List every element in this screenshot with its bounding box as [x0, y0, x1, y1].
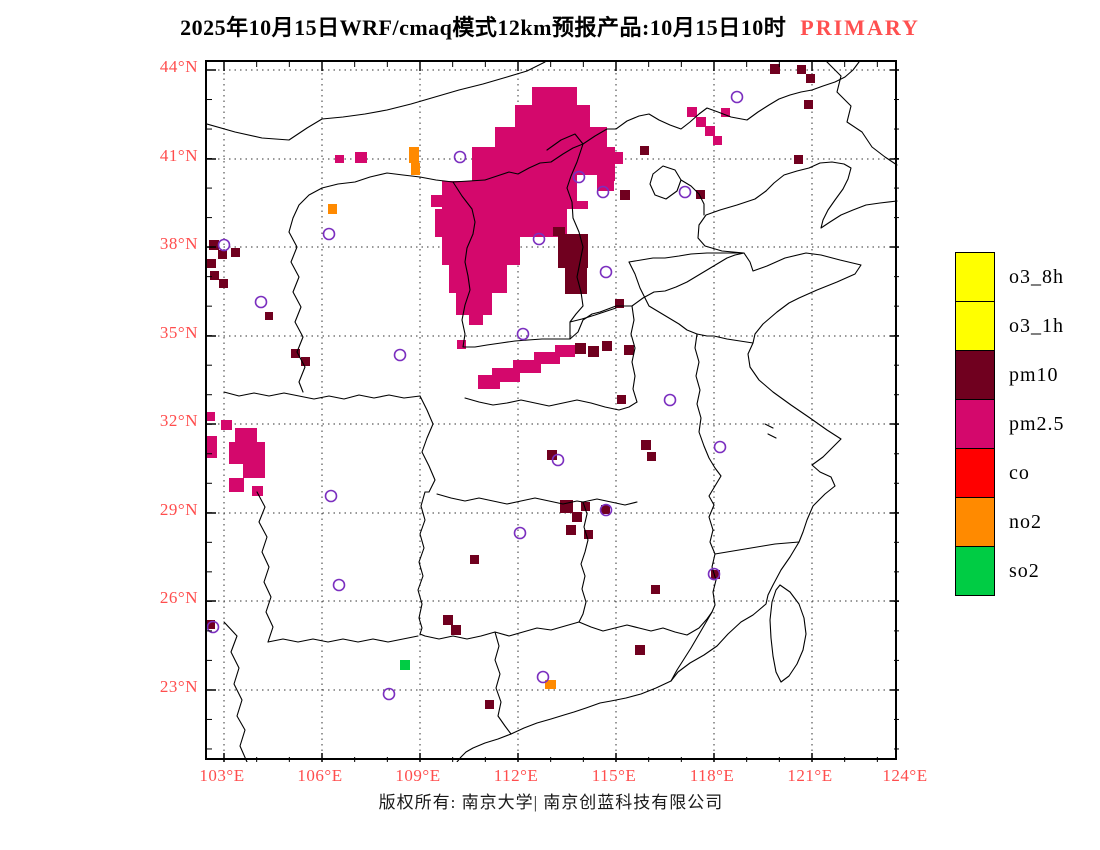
map-canvas	[207, 62, 899, 762]
border-anhui-jiangsu	[694, 333, 722, 506]
legend-swatch-pm25	[955, 399, 995, 449]
legend-row-co: co	[955, 448, 1065, 498]
border-guizhou-south	[267, 635, 419, 643]
border-chongqing-hubei	[419, 395, 436, 493]
border-sichuan-guizhou	[256, 491, 274, 643]
legend-row-o3-8h: o3_8h	[955, 252, 1065, 302]
border-jiangxi-west	[578, 501, 589, 623]
legend-swatch-o3-1h	[955, 301, 995, 351]
legend-row-so2: so2	[955, 546, 1065, 596]
lon-label-109e: 109°E	[395, 766, 441, 785]
map-plot-area	[205, 60, 899, 762]
islands-zhoushan-b	[767, 433, 777, 439]
legend-row-pm25: pm2.5	[955, 399, 1065, 449]
island-taiwan	[769, 584, 807, 683]
border-guizhou-hunan	[417, 491, 426, 635]
lon-label-103e: 103°E	[199, 766, 245, 785]
figure-title-tag: PRIMARY	[800, 15, 920, 40]
border-innermongolia-north	[546, 62, 860, 151]
legend-label-o3-1h: o3_1h	[1009, 314, 1064, 337]
border-henan-anhui	[630, 305, 638, 403]
lat-label-29n: 29°N	[159, 500, 198, 519]
border-sichuan-north	[223, 391, 421, 400]
lat-label-41n: 41°N	[159, 146, 198, 165]
legend-label-pm10: pm10	[1009, 363, 1059, 386]
border-yalu	[826, 62, 898, 166]
lat-label-35n: 35°N	[159, 323, 198, 342]
border-jiangxi-south	[578, 611, 713, 636]
legend-swatch-pm10	[955, 350, 995, 400]
figure-title: 2025年10月15日WRF/cmaq模式12km预报产品:10月15日10时 P…	[0, 10, 1100, 42]
legend-label-co: co	[1009, 461, 1030, 484]
axis-ticks	[207, 62, 899, 762]
border-henan-hubei	[464, 397, 638, 411]
border-mongolia	[207, 62, 546, 141]
station-markers	[207, 90, 744, 701]
lon-label-124e: 124°E	[882, 766, 928, 785]
lon-label-112e: 112°E	[493, 766, 539, 785]
lon-label-106e: 106°E	[297, 766, 343, 785]
lat-label-23n: 23°N	[159, 677, 198, 696]
border-yellowriver-loop	[288, 172, 486, 233]
legend-label-o3-8h: o3_8h	[1009, 265, 1064, 288]
border-shandong-west	[628, 261, 754, 344]
lon-label-115e: 115°E	[591, 766, 637, 785]
legend-label-no2: no2	[1009, 510, 1042, 533]
pollutant-legend: o3_8h o3_1h pm10 pm2.5 co no2 so2	[955, 252, 1065, 596]
border-yellowriver-south	[452, 181, 745, 348]
border-jiangxi-east	[708, 504, 717, 613]
legend-row-no2: no2	[955, 497, 1065, 547]
lon-label-118e: 118°E	[689, 766, 735, 785]
lat-label-44n: 44°N	[159, 57, 198, 76]
border-tianjin	[680, 179, 705, 216]
lat-label-32n: 32°N	[159, 411, 198, 430]
legend-row-o3-1h: o3_1h	[955, 301, 1065, 351]
islands-zhoushan-a	[764, 423, 774, 429]
lat-label-38n: 38°N	[159, 234, 198, 253]
legend-swatch-no2	[955, 497, 995, 547]
border-shandong-north	[628, 252, 745, 263]
lat-label-26n: 26°N	[159, 588, 198, 607]
legend-swatch-co	[955, 448, 995, 498]
legend-swatch-o3-8h	[955, 252, 995, 302]
border-yunnan	[223, 621, 248, 762]
border-fujian-guangdong	[670, 611, 713, 682]
border-hubei-hunan	[436, 493, 638, 506]
border-shanxi-north	[484, 143, 584, 189]
coastline-main	[456, 190, 862, 762]
figure-title-text: 2025年10月15日WRF/cmaq模式12km预报产品:10月15日10时	[180, 15, 787, 40]
border-guangxi-guangdong	[494, 631, 512, 735]
border-beijing	[649, 165, 682, 200]
legend-swatch-so2	[955, 546, 995, 596]
copyright-footer: 版权所有: 南京大学| 南京创蓝科技有限公司	[378, 793, 724, 812]
legend-row-pm10: pm10	[955, 350, 1065, 400]
border-zhejiang-fujian	[714, 541, 800, 555]
province-boundaries	[207, 62, 898, 762]
legend-label-pm25: pm2.5	[1009, 412, 1065, 435]
coastline-bohai-north	[765, 161, 898, 229]
border-hebei-south	[569, 307, 617, 323]
border-gansu-shaanxi	[288, 231, 306, 393]
legend-label-so2: so2	[1009, 559, 1040, 582]
lon-label-121e: 121°E	[787, 766, 833, 785]
pollutant-grid-cells	[207, 64, 815, 709]
